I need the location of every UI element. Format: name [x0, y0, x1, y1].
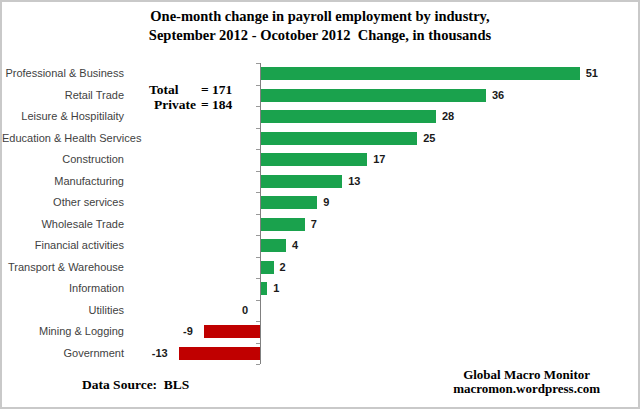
bar-positive: [261, 239, 286, 252]
value-label: 36: [492, 85, 504, 107]
axis-tick: [256, 149, 260, 150]
category-label: Construction: [2, 149, 124, 171]
category-label: Transport & Warehouse: [2, 257, 124, 279]
chart-frame: One-month change in payroll employment b…: [0, 0, 640, 409]
category-label: Government: [2, 343, 124, 365]
axis-tick: [256, 321, 260, 322]
axis-tick: [256, 364, 260, 365]
axis-tick: [256, 300, 260, 301]
value-label: 13: [348, 171, 360, 193]
private-value: = 184: [201, 97, 232, 112]
credit-line2: macromon.wordpress.com: [453, 382, 600, 396]
value-label: 4: [292, 235, 298, 257]
total-label: Total: [149, 82, 201, 97]
category-label: Education & Health Services: [2, 128, 124, 150]
category-label: Leisure & Hospitilaity: [2, 106, 124, 128]
value-label: 9: [323, 192, 329, 214]
chart-title-line1: One-month change in payroll employment b…: [2, 8, 638, 25]
axis-line: [260, 63, 261, 364]
value-label: 51: [586, 63, 598, 85]
bar-positive: [261, 153, 367, 166]
category-label: Manufacturing: [2, 171, 124, 193]
category-label: Financial activities: [2, 235, 124, 257]
private-label: Private: [149, 97, 201, 112]
axis-tick: [256, 235, 260, 236]
axis-tick: [256, 63, 260, 64]
value-label: 1: [273, 278, 279, 300]
credit-line1: Global Macro Monitor: [453, 368, 600, 382]
axis-tick: [256, 343, 260, 344]
category-label: Information: [2, 278, 124, 300]
value-label: 0: [242, 300, 248, 322]
bar-negative: [204, 325, 260, 338]
category-label: Mining & Logging: [2, 321, 124, 343]
bar-positive: [261, 67, 580, 80]
category-label: Other services: [2, 192, 124, 214]
data-source-note: Data Source: BLS: [82, 377, 189, 393]
value-label: 25: [423, 128, 435, 150]
category-label: Professional & Business: [2, 63, 124, 85]
total-value: = 171: [201, 82, 232, 97]
category-label: Utilities: [2, 300, 124, 322]
bar-positive: [261, 218, 305, 231]
value-label: -9: [183, 321, 193, 343]
chart-title-line2: September 2012 - Ocotober 2012 Change, i…: [2, 27, 638, 44]
axis-tick: [256, 214, 260, 215]
value-label: -13: [152, 343, 168, 365]
axis-tick: [256, 278, 260, 279]
value-label: 7: [311, 214, 317, 236]
axis-tick: [256, 85, 260, 86]
bar-positive: [261, 175, 342, 188]
value-label: 28: [442, 106, 454, 128]
axis-tick: [256, 257, 260, 258]
value-label: 17: [373, 149, 385, 171]
credit-block: Global Macro Monitor macromon.wordpress.…: [453, 368, 600, 396]
bar-positive: [261, 261, 274, 274]
totals-annotation: Total = 171 Private = 184: [149, 82, 232, 112]
axis-tick: [256, 192, 260, 193]
bar-positive: [261, 89, 486, 102]
bar-positive: [261, 110, 436, 123]
axis-tick: [256, 106, 260, 107]
bar-positive: [261, 282, 267, 295]
category-label: Wholesale Trade: [2, 214, 124, 236]
bar-negative: [179, 347, 260, 360]
axis-tick: [256, 128, 260, 129]
category-label: Retail Trade: [2, 85, 124, 107]
value-label: 2: [280, 257, 286, 279]
bar-positive: [261, 196, 317, 209]
bar-positive: [261, 132, 417, 145]
axis-tick: [256, 171, 260, 172]
